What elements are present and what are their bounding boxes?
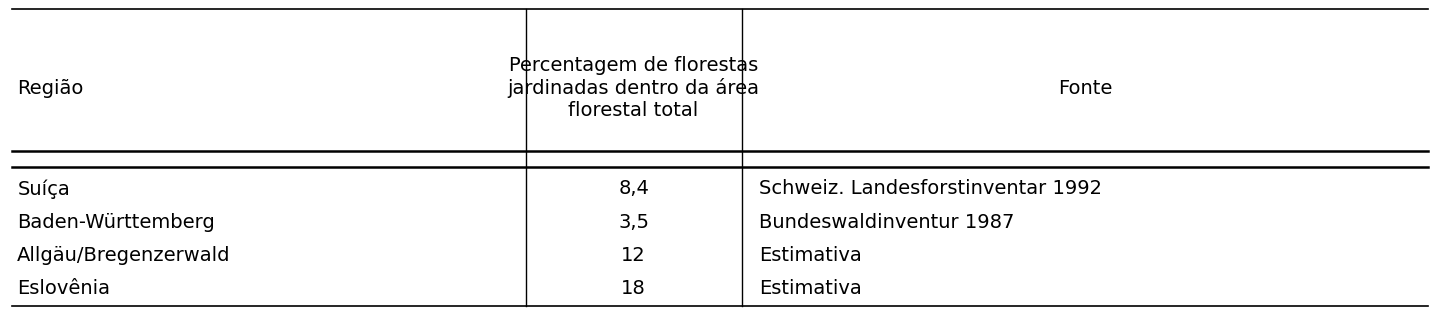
Text: Estimativa: Estimativa bbox=[759, 246, 861, 265]
Text: Eslovênia: Eslovênia bbox=[17, 279, 111, 298]
Text: Allgäu/Bregenzerwald: Allgäu/Bregenzerwald bbox=[17, 246, 230, 265]
Text: Região: Região bbox=[17, 79, 84, 98]
Text: 12: 12 bbox=[621, 246, 647, 265]
Text: 3,5: 3,5 bbox=[618, 213, 649, 232]
Text: Estimativa: Estimativa bbox=[759, 279, 861, 298]
Text: 8,4: 8,4 bbox=[618, 180, 649, 198]
Text: Percentagem de florestas
jardinadas dentro da área
florestal total: Percentagem de florestas jardinadas dent… bbox=[508, 56, 760, 120]
Text: Schweiz. Landesforstinventar 1992: Schweiz. Landesforstinventar 1992 bbox=[759, 180, 1102, 198]
Text: Fonte: Fonte bbox=[1058, 79, 1112, 98]
Text: Suíça: Suíça bbox=[17, 179, 71, 199]
Text: 18: 18 bbox=[621, 279, 647, 298]
Text: Baden-Württemberg: Baden-Württemberg bbox=[17, 213, 215, 232]
Text: Bundeswaldinventur 1987: Bundeswaldinventur 1987 bbox=[759, 213, 1014, 232]
